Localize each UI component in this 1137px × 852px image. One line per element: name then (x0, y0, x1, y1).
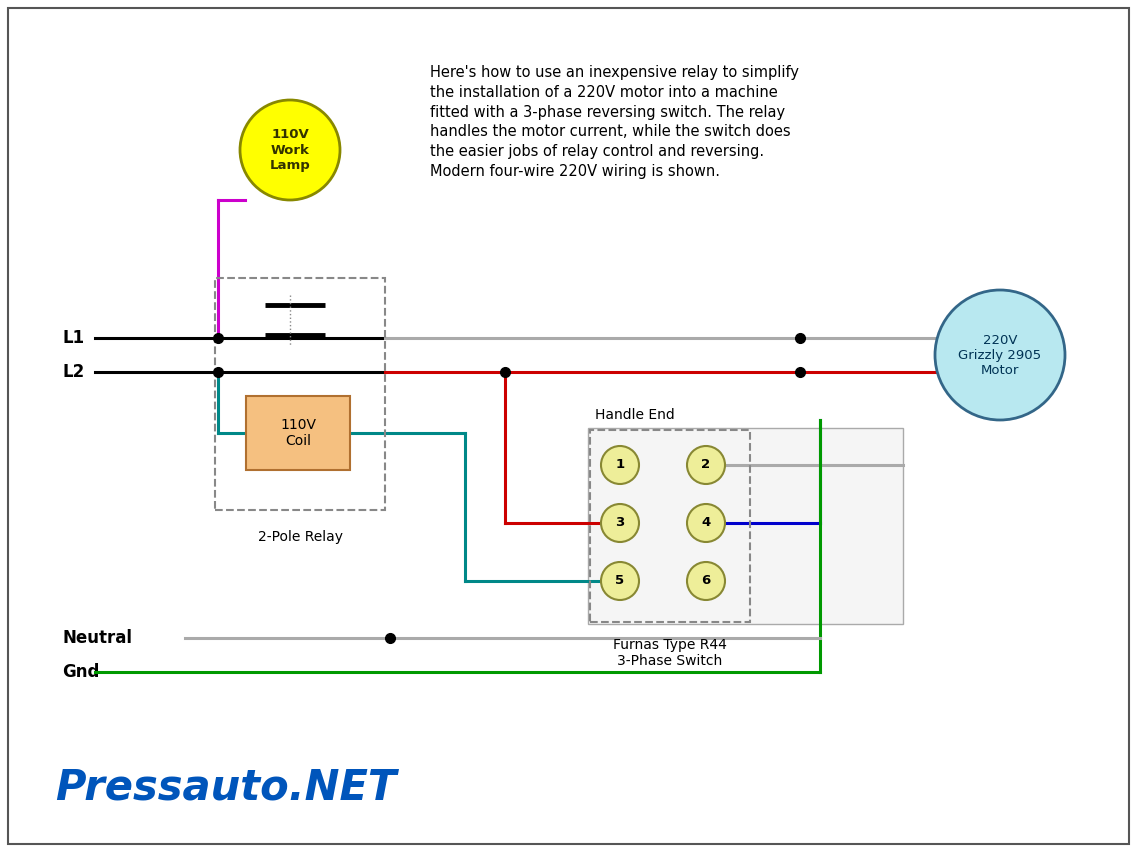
Text: 1: 1 (615, 458, 624, 471)
Circle shape (601, 562, 639, 600)
Text: 220V
Grizzly 2905
Motor: 220V Grizzly 2905 Motor (958, 333, 1041, 377)
Text: 6: 6 (702, 574, 711, 588)
Circle shape (240, 100, 340, 200)
FancyBboxPatch shape (588, 428, 903, 624)
Circle shape (687, 446, 725, 484)
Text: 3: 3 (615, 516, 624, 529)
Text: 110V
Coil: 110V Coil (280, 417, 316, 448)
Text: 2: 2 (702, 458, 711, 471)
Circle shape (687, 562, 725, 600)
Text: Furnas Type R44
3-Phase Switch: Furnas Type R44 3-Phase Switch (613, 638, 727, 668)
Text: L1: L1 (63, 329, 84, 347)
Text: L2: L2 (63, 363, 84, 381)
Text: Neutral: Neutral (63, 629, 132, 647)
Text: Gnd: Gnd (63, 663, 99, 681)
Circle shape (935, 290, 1065, 420)
Text: 110V
Work
Lamp: 110V Work Lamp (269, 129, 310, 171)
Text: 4: 4 (702, 516, 711, 529)
Text: 5: 5 (615, 574, 624, 588)
Text: Handle End: Handle End (595, 408, 674, 422)
Text: 2-Pole Relay: 2-Pole Relay (257, 530, 342, 544)
Text: Pressauto.NET: Pressauto.NET (55, 767, 397, 809)
Circle shape (687, 504, 725, 542)
Circle shape (601, 504, 639, 542)
Circle shape (601, 446, 639, 484)
FancyBboxPatch shape (246, 396, 350, 470)
Text: Here's how to use an inexpensive relay to simplify
the installation of a 220V mo: Here's how to use an inexpensive relay t… (430, 65, 799, 179)
